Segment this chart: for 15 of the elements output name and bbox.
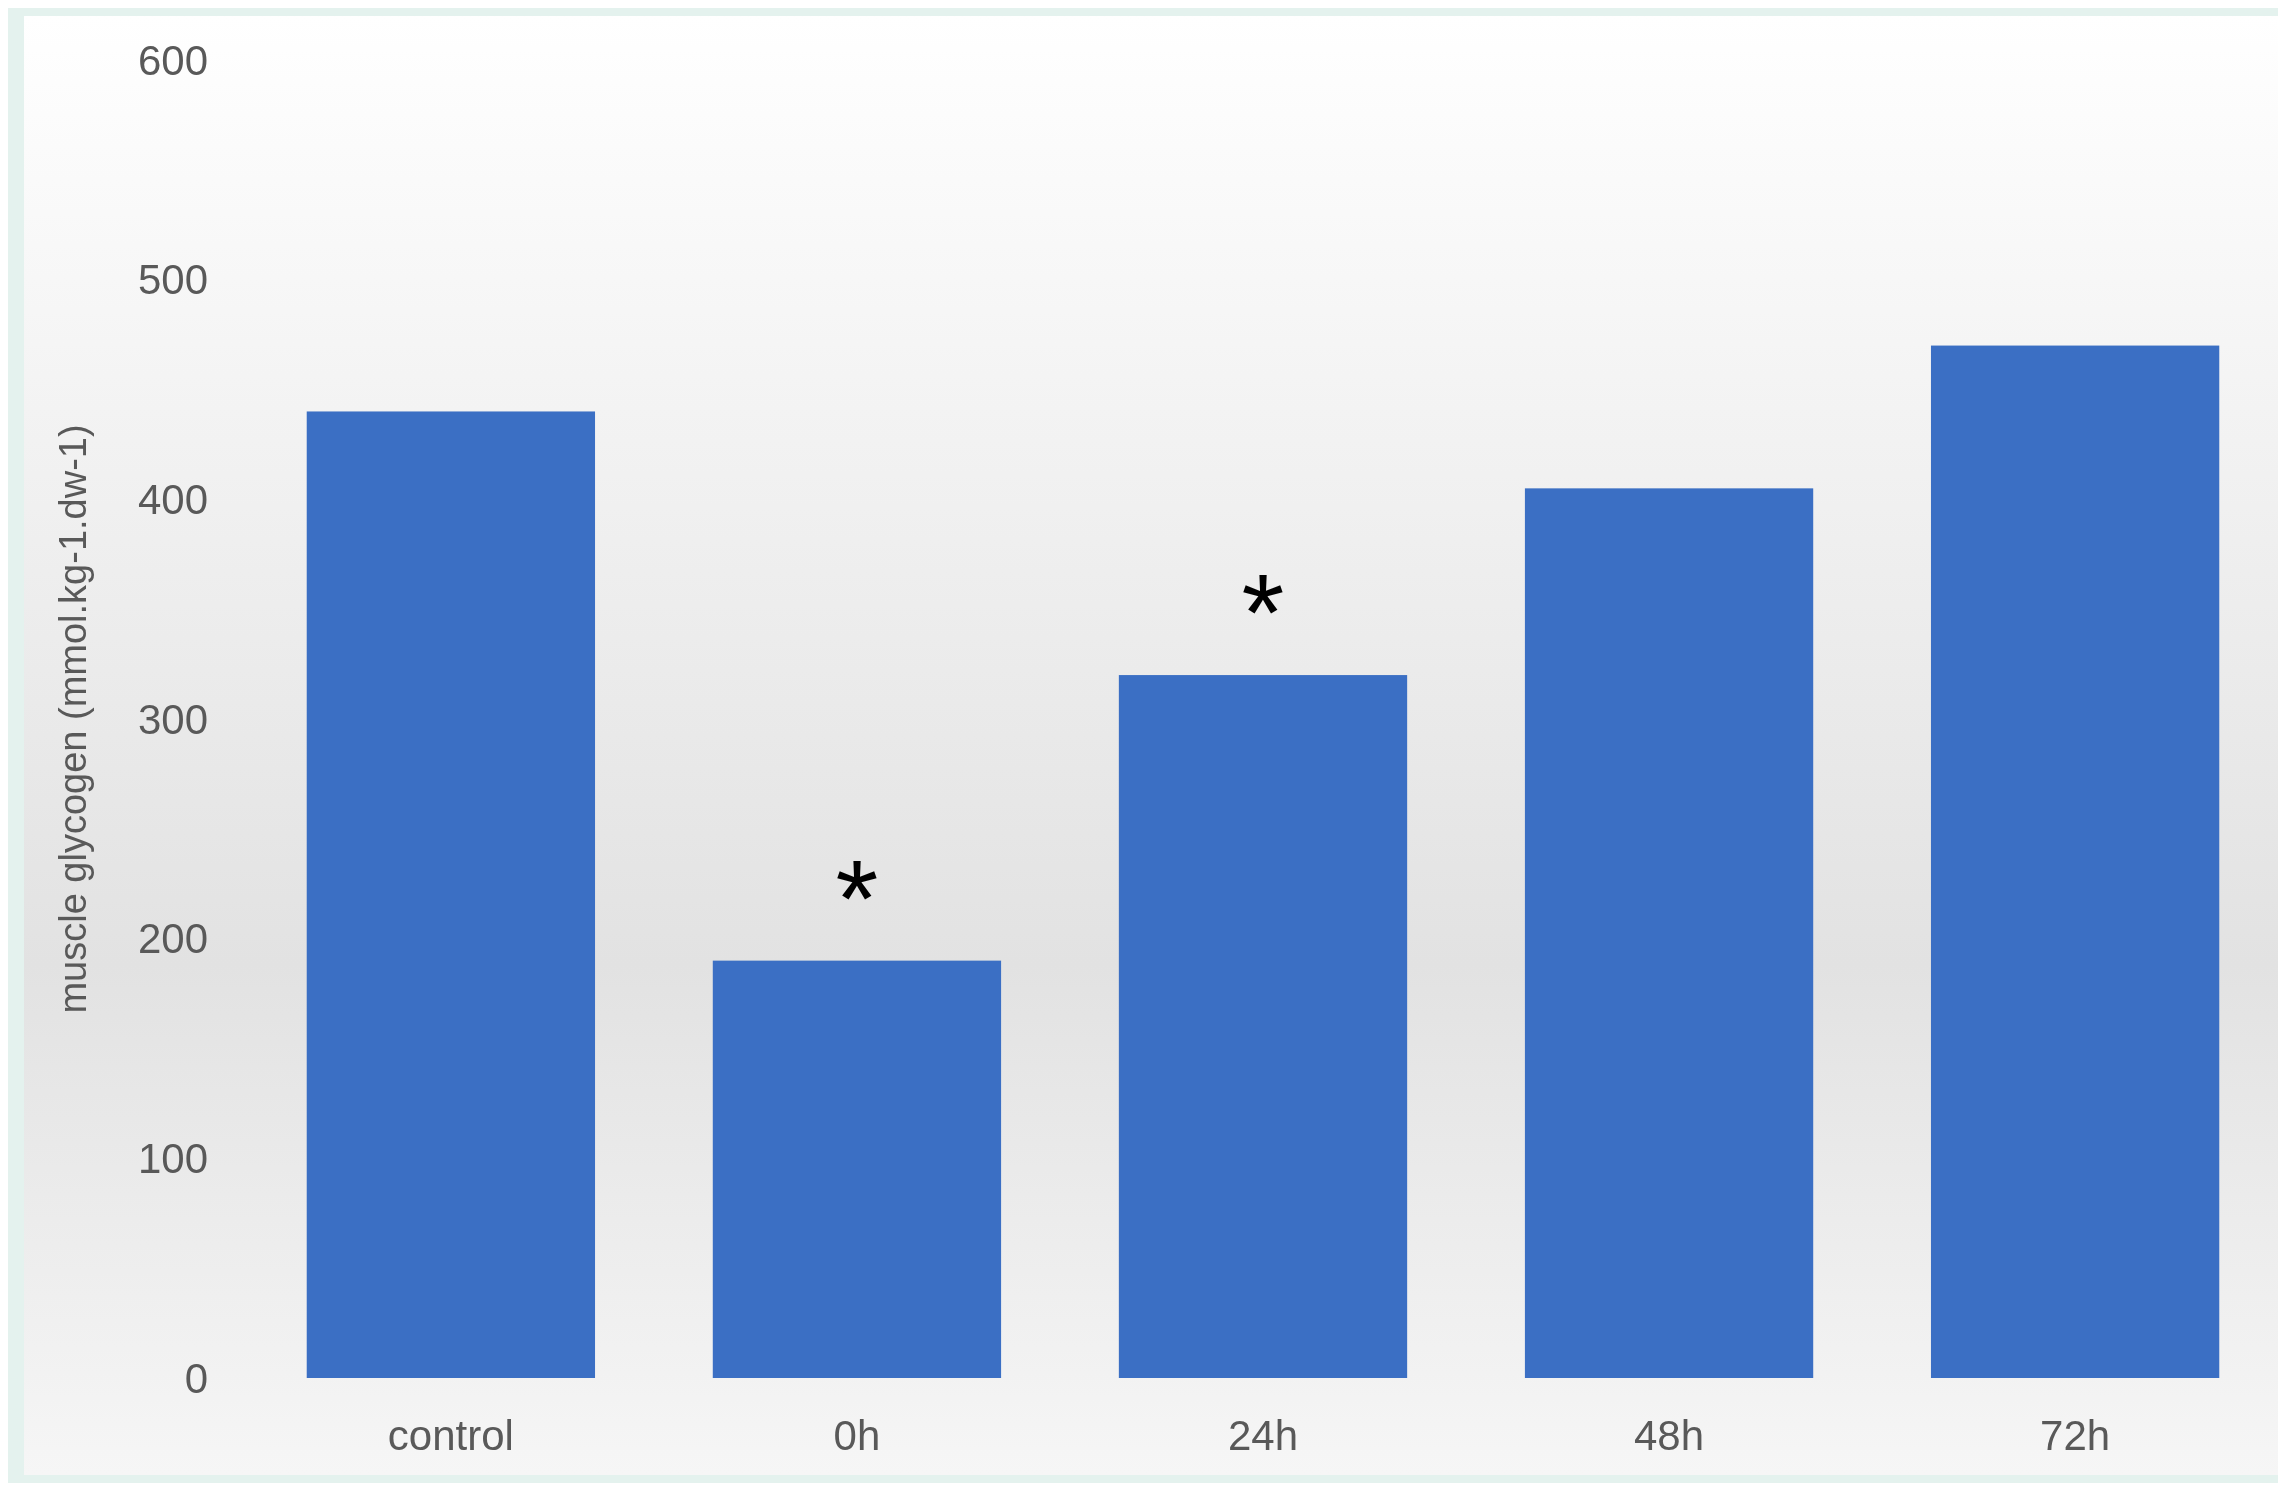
y-tick-label: 600 [137,36,208,84]
y-tick-label: 100 [137,1135,208,1183]
y-tick-label: 300 [137,695,208,743]
x-tick-label: 24h [1227,1412,1299,1459]
y-tick-label: 500 [137,256,208,304]
x-tick-label: 0h [833,1412,881,1459]
annotation: * [835,835,879,959]
y-tick-label: 0 [184,1354,208,1402]
x-tick-label: 72h [2040,1412,2111,1459]
y-tick-label: 400 [137,476,208,524]
annotation: * [1241,550,1285,674]
x-tick-label: 48h [1634,1412,1705,1459]
y-tick-label: 200 [137,915,208,963]
x-tick-label: control [387,1412,514,1459]
y-axis-title: muscle glycogen (mmol.kg-1.dw-1) [52,424,94,1014]
